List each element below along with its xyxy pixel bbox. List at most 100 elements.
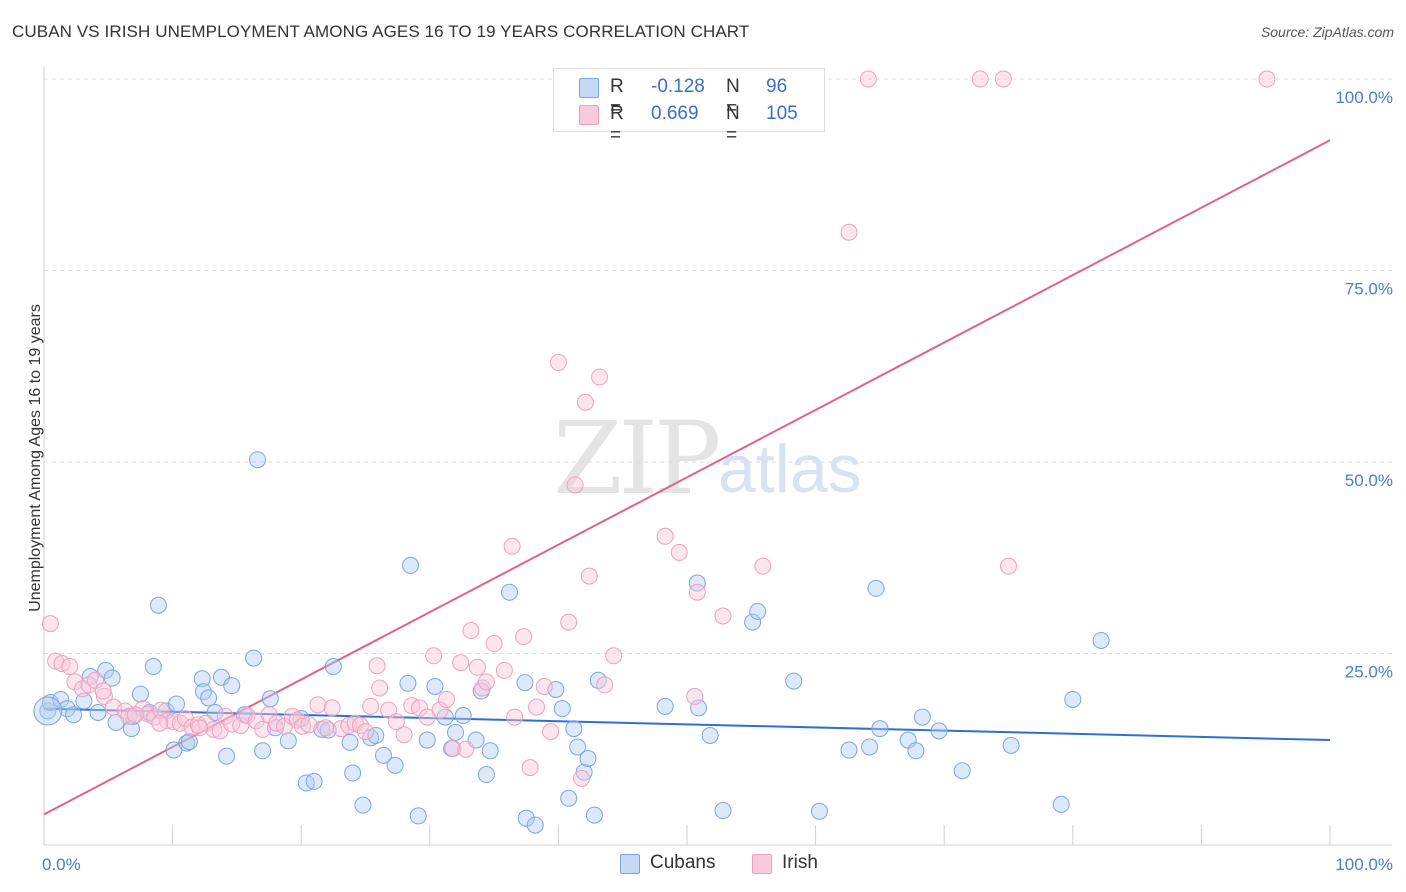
point-irish (452, 654, 470, 672)
point-irish (205, 720, 223, 738)
point-cubans (867, 579, 885, 597)
point-cubans (305, 772, 323, 790)
point-irish (94, 682, 112, 700)
point-cubans (930, 722, 948, 740)
point-irish (566, 476, 584, 494)
point-cubans (324, 658, 342, 676)
x-tick-label: 100.0% (1335, 855, 1393, 874)
x-tick-label: 0.0% (42, 855, 81, 874)
point-cubans (1064, 690, 1082, 708)
point-irish (994, 70, 1012, 88)
legend-r-value-cubans: -0.128 (651, 76, 705, 97)
point-cubans (785, 672, 803, 690)
point-cubans (526, 816, 544, 834)
point-irish (191, 719, 209, 737)
point-cubans (193, 670, 211, 688)
point-cubans (319, 721, 337, 739)
point-irish (468, 658, 486, 676)
point-irish (431, 701, 449, 719)
point-cubans (248, 451, 266, 469)
point-irish (120, 707, 138, 725)
point-irish (300, 716, 318, 734)
y-tick-label: 100.0% (1335, 88, 1393, 107)
legend-r-label: R = (610, 103, 624, 146)
point-cubans (477, 766, 495, 784)
point-irish (515, 628, 533, 646)
point-cubans (690, 699, 708, 717)
point-cubans (810, 802, 828, 820)
point-cubans (89, 703, 107, 721)
point-cubans (261, 690, 279, 708)
point-cubans (131, 685, 149, 703)
watermark-atlas: atlas (718, 431, 862, 507)
point-irish (425, 647, 443, 665)
point-cubans (254, 742, 272, 760)
point-irish (591, 368, 609, 386)
point-cubans (553, 700, 571, 718)
point-irish (317, 719, 335, 737)
point-cubans (656, 697, 674, 715)
point-irish (41, 615, 59, 633)
point-irish (1258, 70, 1276, 88)
point-irish (596, 676, 614, 694)
legend-n-label: N = (726, 76, 740, 119)
point-cubans (481, 742, 499, 760)
y-tick-label: 25.0% (1345, 663, 1393, 682)
point-cubans (200, 689, 218, 707)
y-tick-label: 75.0% (1345, 280, 1393, 299)
y-tick-label: 50.0% (1345, 471, 1393, 490)
legend-r-value-irish: 0.669 (651, 103, 699, 124)
point-irish (521, 759, 539, 777)
point-irish (605, 647, 623, 665)
point-irish (462, 622, 480, 640)
point-irish (223, 715, 241, 733)
point-cubans (1002, 736, 1020, 754)
point-cubans (560, 789, 578, 807)
y-axis-label: Unemployment Among Ages 16 to 19 years (27, 304, 44, 612)
point-cubans (871, 720, 889, 738)
axes (43, 66, 1392, 846)
point-cubans (454, 707, 472, 725)
point-cubans (447, 723, 465, 741)
point-irish (357, 723, 374, 741)
point-cubans (585, 806, 603, 824)
point-irish (61, 658, 79, 676)
point-irish (387, 713, 405, 731)
point-irish (549, 353, 567, 371)
point-irish (580, 567, 598, 585)
legend-swatch-cubans (579, 78, 599, 98)
point-cubans (688, 574, 706, 592)
point-cubans (279, 732, 297, 750)
point-cubans (913, 708, 931, 726)
point-cubans (744, 613, 762, 631)
point-cubans (354, 796, 372, 814)
point-irish (238, 707, 256, 725)
point-irish (395, 726, 413, 744)
point-irish (576, 393, 594, 411)
data-points (33, 70, 1276, 834)
gridlines (44, 78, 1392, 654)
point-irish (686, 687, 704, 705)
series-legend: Cubans Irish (0, 852, 1406, 876)
point-irish (151, 714, 169, 732)
point-cubans (907, 742, 925, 760)
point-cubans (426, 677, 444, 695)
point-irish (444, 739, 462, 757)
point-irish (368, 657, 386, 675)
point-cubans (701, 726, 719, 744)
point-cubans (103, 669, 121, 687)
point-cubans (953, 762, 971, 780)
point-cubans (409, 807, 427, 825)
point-cubans (341, 733, 359, 751)
point-cubans (714, 802, 732, 820)
point-cubans (418, 731, 436, 749)
point-cubans (245, 649, 263, 667)
point-cubans (375, 746, 393, 764)
point-cubans (178, 734, 196, 752)
chart-title: CUBAN VS IRISH UNEMPLOYMENT AMONG AGES 1… (12, 22, 750, 41)
point-cubans (180, 733, 198, 751)
point-cubans-large (33, 696, 63, 726)
legend-swatch-cubans (620, 854, 640, 874)
point-irish (477, 673, 495, 691)
